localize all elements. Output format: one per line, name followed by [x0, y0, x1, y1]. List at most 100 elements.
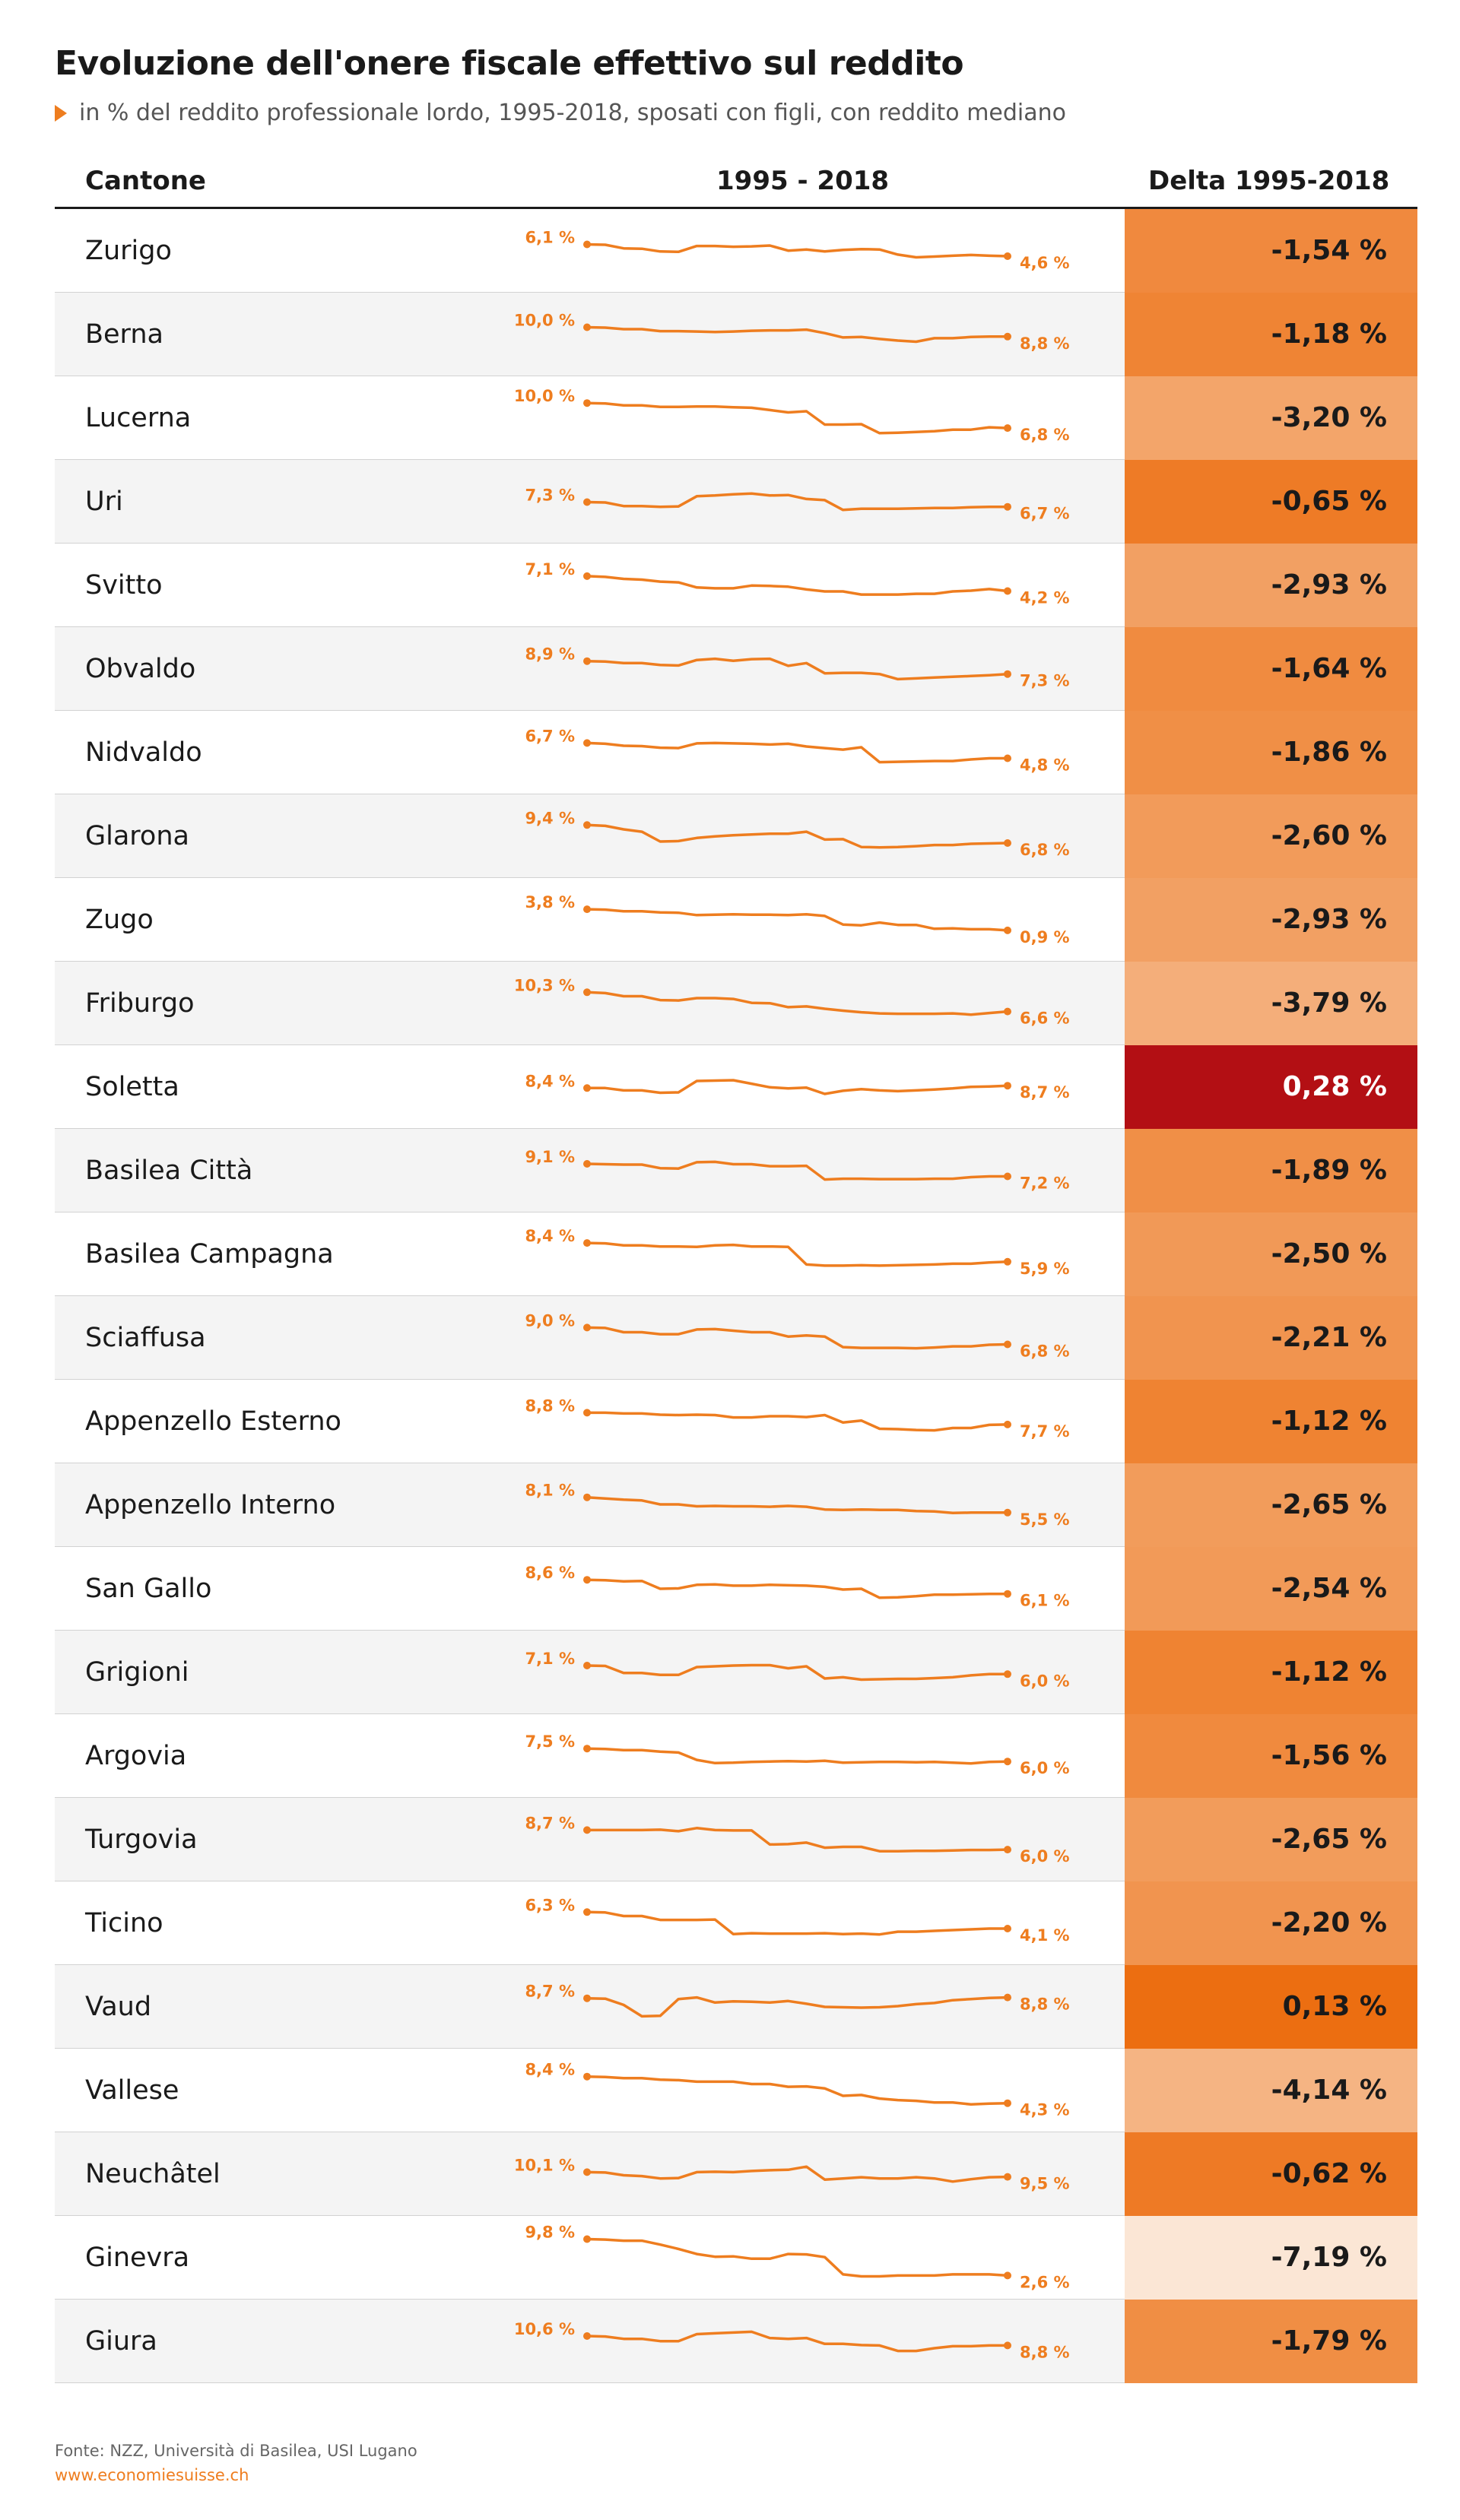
end-point	[1004, 1846, 1011, 1854]
source-url[interactable]: www.economiesuisse.ch	[55, 2466, 249, 2484]
start-point	[583, 240, 591, 249]
canton-name: Ticino	[85, 1908, 163, 1938]
delta-value: -1,18 %	[1271, 319, 1387, 350]
delta-cell: -1,18 %	[1125, 293, 1417, 376]
delta-cell: -0,65 %	[1125, 460, 1417, 544]
delta-value: -2,60 %	[1271, 820, 1387, 851]
start-value-label: 10,0 %	[514, 312, 575, 330]
sparkline: 7,3 % 6,7 %	[525, 487, 1069, 523]
table-row: Sciaffusa 9,0 % 6,8 % -2,21 %	[55, 1296, 1417, 1380]
end-point	[1004, 502, 1011, 511]
delta-cell: -1,64 %	[1125, 627, 1417, 711]
table-row: Neuchâtel 10,1 % 9,5 % -0,62 %	[55, 2132, 1417, 2216]
end-value-label: 4,1 %	[1020, 1926, 1070, 1945]
delta-value: -1,12 %	[1271, 1406, 1387, 1437]
start-value-label: 9,0 %	[525, 1311, 575, 1330]
canton-name: Grigioni	[85, 1657, 189, 1688]
sparkline: 8,4 % 5,9 %	[525, 1227, 1070, 1278]
delta-value: -2,54 %	[1271, 1573, 1387, 1604]
delta-cell: -0,62 %	[1125, 2132, 1417, 2216]
sparkline: 8,1 % 5,5 %	[525, 1482, 1069, 1529]
start-point	[583, 1576, 591, 1584]
start-point	[583, 2168, 591, 2176]
sparkline: 8,4 % 4,3 %	[525, 2061, 1070, 2119]
delta-cell: -1,89 %	[1125, 1129, 1417, 1212]
sparkline: 9,1 % 7,2 %	[525, 1148, 1069, 1193]
delta-value: -2,93 %	[1271, 904, 1387, 935]
end-point	[1004, 2271, 1011, 2280]
end-point	[1004, 1007, 1011, 1016]
end-value-label: 6,0 %	[1020, 1847, 1070, 1865]
canton-name: Appenzello Esterno	[85, 1406, 341, 1437]
end-point	[1004, 252, 1011, 260]
delta-value: -2,93 %	[1271, 569, 1387, 601]
table-row: Appenzello Esterno 8,8 % 7,7 % -1,12 %	[55, 1380, 1417, 1463]
delta-value: -1,56 %	[1271, 1740, 1387, 1771]
canton-name: Lucerna	[85, 403, 192, 433]
end-value-label: 8,8 %	[1020, 1995, 1070, 2014]
table-row: Basilea Campagna 8,4 % 5,9 % -2,50 %	[55, 1212, 1417, 1296]
start-value-label: 6,7 %	[525, 727, 575, 745]
end-value-label: 6,6 %	[1020, 1010, 1070, 1028]
delta-cell: -1,54 %	[1125, 209, 1417, 293]
subtitle-text: in % del reddito professionale lordo, 19…	[79, 100, 1066, 126]
end-point	[1004, 754, 1011, 762]
delta-value: -0,65 %	[1271, 486, 1387, 517]
canton-name: Basilea Città	[85, 1155, 253, 1186]
sparkline-series	[586, 492, 1008, 512]
sparkline-series	[586, 657, 1008, 681]
start-value-label: 10,0 %	[514, 387, 575, 405]
sparkline-series	[586, 1747, 1008, 1765]
sparkline: 6,1 % 4,6 %	[525, 229, 1070, 273]
start-point	[583, 905, 591, 914]
sparkline-series	[586, 908, 1008, 932]
start-point	[583, 498, 591, 506]
delta-cell: -2,21 %	[1125, 1296, 1417, 1380]
delta-value: 0,13 %	[1282, 1991, 1387, 2022]
delta-value: 0,28 %	[1282, 1071, 1387, 1102]
end-value-label: 5,9 %	[1020, 1260, 1070, 1278]
end-point	[1004, 1758, 1011, 1766]
canton-name: Ginevra	[85, 2243, 190, 2273]
canton-name: Zurigo	[85, 236, 172, 266]
sparkline-series	[586, 991, 1008, 1016]
sparkline-series	[586, 2165, 1008, 2183]
canton-name: Basilea Campagna	[85, 1239, 334, 1270]
sparkline-series	[586, 1495, 1008, 1515]
start-value-label: 7,1 %	[525, 1650, 575, 1668]
delta-cell: -2,60 %	[1125, 794, 1417, 878]
sparkline-series	[586, 1241, 1008, 1267]
start-point	[583, 1994, 591, 2002]
end-value-label: 4,6 %	[1020, 254, 1070, 272]
end-value-label: 4,3 %	[1020, 2101, 1070, 2119]
delta-cell: -1,79 %	[1125, 2300, 1417, 2383]
start-value-label: 6,3 %	[525, 1896, 575, 1914]
start-point	[583, 2072, 591, 2081]
end-point	[1004, 424, 1011, 433]
table-row: Nidvaldo 6,7 % 4,8 % -1,86 %	[55, 711, 1417, 794]
delta-cell: -2,50 %	[1125, 1212, 1417, 1296]
sparkline: 3,8 % 0,9 %	[525, 893, 1069, 946]
end-point	[1004, 1993, 1011, 2002]
end-value-label: 6,8 %	[1020, 1342, 1070, 1361]
start-value-label: 10,3 %	[514, 976, 575, 994]
table-row: Grigioni 7,1 % 6,0 % -1,12 %	[55, 1631, 1417, 1714]
delta-cell: 0,13 %	[1125, 1965, 1417, 2049]
start-value-label: 8,1 %	[525, 1482, 575, 1500]
start-value-label: 9,8 %	[525, 2224, 575, 2242]
sparkline: 6,3 % 4,1 %	[525, 1896, 1070, 1945]
delta-cell: -2,93 %	[1125, 544, 1417, 627]
start-point	[583, 739, 591, 747]
delta-value: -1,86 %	[1271, 737, 1387, 768]
canton-name: Obvaldo	[85, 654, 196, 684]
delta-value: -7,19 %	[1271, 2242, 1387, 2273]
delta-value: -0,62 %	[1271, 2158, 1387, 2189]
end-point	[1004, 670, 1011, 678]
sparkline-series	[586, 823, 1008, 849]
table-row: Ginevra 9,8 % 2,6 % -7,19 %	[55, 2216, 1417, 2300]
sparkline-series	[586, 1663, 1008, 1682]
canton-name: Vaud	[85, 1992, 152, 2022]
end-point	[1004, 1172, 1011, 1181]
canton-name: Glarona	[85, 821, 189, 851]
delta-value: -1,64 %	[1271, 653, 1387, 684]
